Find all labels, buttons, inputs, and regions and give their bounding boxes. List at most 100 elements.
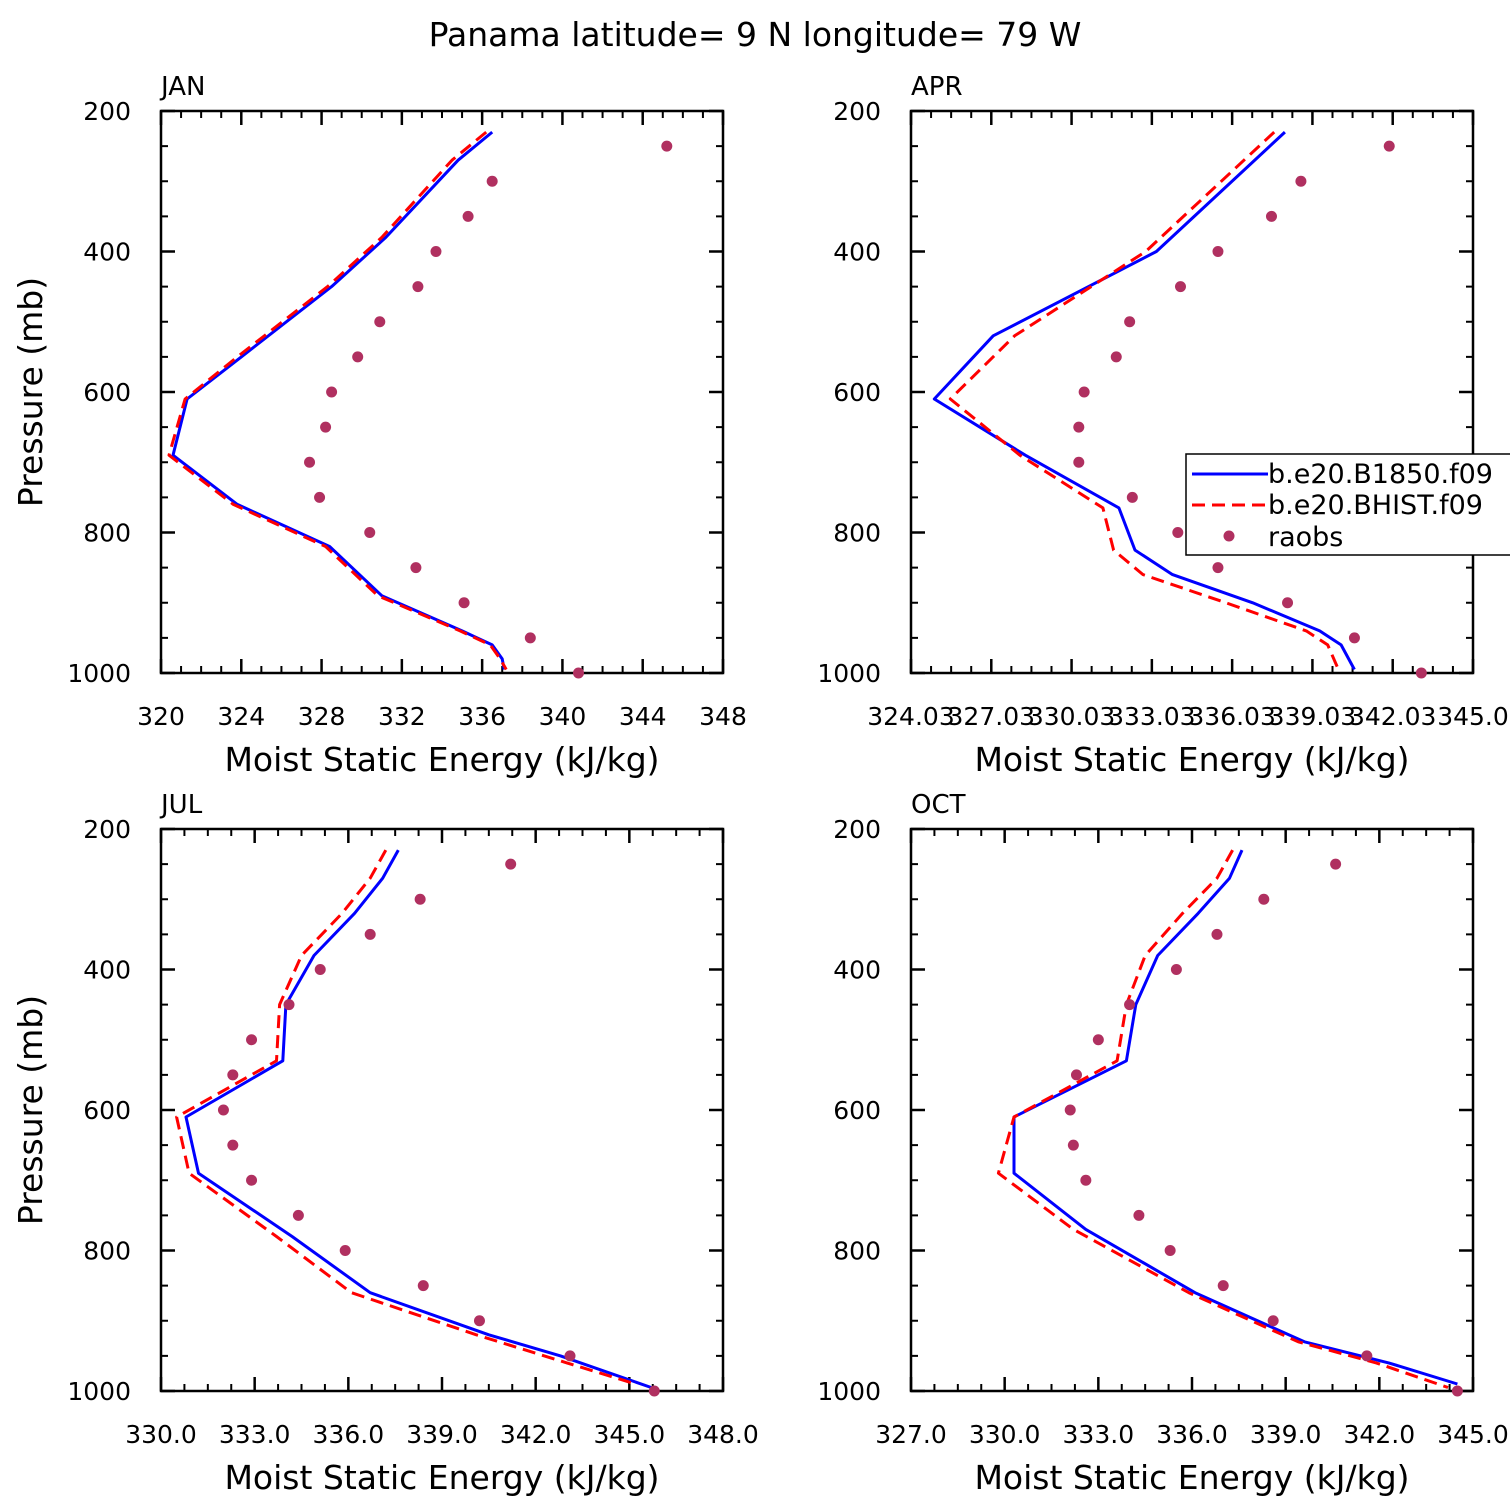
y-tick-label-apr: 200 bbox=[833, 97, 881, 126]
obs-point-jan bbox=[458, 597, 470, 609]
obs-point-apr bbox=[1110, 351, 1122, 363]
obs-point-oct bbox=[1330, 858, 1342, 870]
legend-swatch-obs bbox=[1223, 530, 1235, 542]
x-tick-label-jan: 324 bbox=[217, 702, 265, 731]
obs-point-oct bbox=[1124, 999, 1136, 1011]
panel-apr: APR324.03327.03330.03333.03336.03339.033… bbox=[817, 72, 1508, 779]
obs-point-apr bbox=[1078, 386, 1090, 398]
panels: JAN 320 324 328 332 336 340 344 348 200 400 600 800 1… bbox=[11, 72, 1509, 1497]
obs-point-oct bbox=[1070, 1069, 1082, 1081]
y-tick-label-apr: 1000 bbox=[817, 659, 881, 688]
obs-point-jan bbox=[412, 281, 424, 293]
obs-point-apr bbox=[1295, 175, 1307, 187]
x-axis-title-jan: Moist Static Energy (kJ/kg) bbox=[224, 740, 659, 779]
x-tick-label-jan: 344 bbox=[619, 702, 667, 731]
plot-frame-jul bbox=[159, 827, 725, 1393]
obs-point-apr bbox=[1073, 421, 1085, 433]
obs-point-jul bbox=[314, 964, 326, 975]
x-tick-label-apr: 333.03 bbox=[1108, 702, 1195, 731]
series-line-model1-oct bbox=[1012, 849, 1458, 1386]
obs-point-jul bbox=[339, 1245, 351, 1256]
obs-point-jul bbox=[217, 1104, 229, 1116]
panel-label-oct: OCT bbox=[911, 790, 966, 820]
obs-point-oct bbox=[1080, 1174, 1092, 1186]
obs-point-apr bbox=[1212, 246, 1224, 257]
y-tick-label-apr: 800 bbox=[833, 519, 881, 548]
y-tick-label-oct: 1000 bbox=[817, 1377, 881, 1406]
y-tick-label-oct: 200 bbox=[833, 815, 881, 844]
panel-label-jul: JUL bbox=[159, 790, 203, 820]
obs-point-jan bbox=[524, 632, 536, 644]
obs-point-jan bbox=[572, 667, 584, 679]
y-tick-label-jan: 800 bbox=[83, 519, 131, 548]
x-tick-label-jan: 336 bbox=[458, 702, 506, 731]
y-tick-label-jul: 200 bbox=[83, 815, 131, 844]
y-axis-title-jan: Pressure (mb) bbox=[11, 277, 50, 507]
y-tick-label-apr: 400 bbox=[833, 238, 881, 267]
obs-point-oct bbox=[1064, 1104, 1076, 1116]
y-tick-label-oct: 600 bbox=[833, 1096, 881, 1125]
legend-label-model2: b.e20.BHIST.f09 bbox=[1268, 490, 1483, 521]
obs-point-apr bbox=[1174, 281, 1186, 293]
x-tick-label-apr: 342.03 bbox=[1349, 702, 1436, 731]
obs-point-jan bbox=[410, 562, 422, 574]
x-axis-title-oct: Moist Static Energy (kJ/kg) bbox=[974, 1458, 1409, 1497]
series-line-model2-apr bbox=[948, 131, 1340, 671]
legend: b.e20.B1850.f09 b.e20.BHIST.f09 raobs bbox=[1185, 453, 1510, 556]
obs-point-jan bbox=[314, 491, 326, 503]
series-line-model2-jul bbox=[175, 849, 637, 1386]
panel-label-apr: APR bbox=[911, 72, 963, 102]
obs-point-oct bbox=[1361, 1350, 1373, 1362]
x-tick-label-apr: 336.03 bbox=[1188, 702, 1275, 731]
obs-point-oct bbox=[1133, 1209, 1145, 1221]
obs-point-jul bbox=[246, 1174, 258, 1186]
x-tick-label-jan: 320 bbox=[137, 702, 185, 731]
obs-point-jul bbox=[227, 1069, 239, 1081]
obs-point-oct bbox=[1217, 1280, 1229, 1292]
obs-point-oct bbox=[1092, 1034, 1104, 1046]
x-tick-label-apr: 339.03 bbox=[1269, 702, 1356, 731]
obs-point-apr bbox=[1212, 562, 1224, 574]
x-tick-label-oct: 342.0 bbox=[1344, 1420, 1416, 1449]
x-tick-label-jan: 328 bbox=[298, 702, 346, 731]
panel-oct: OCT 327.0 330.0 333.0 336.0 339.0 342.0 345.0 20… bbox=[817, 790, 1508, 1497]
obs-point-apr bbox=[1415, 667, 1427, 679]
obs-point-apr bbox=[1073, 456, 1085, 468]
y-tick-label-jan: 600 bbox=[83, 378, 131, 407]
x-tick-label-jul: 336.0 bbox=[313, 1420, 385, 1449]
obs-point-oct bbox=[1211, 928, 1223, 940]
x-tick-label-oct: 345.0 bbox=[1437, 1420, 1509, 1449]
obs-point-jan bbox=[352, 351, 364, 363]
obs-point-apr bbox=[1172, 527, 1184, 538]
x-tick-label-jul: 339.0 bbox=[406, 1420, 478, 1449]
plot-frame-oct bbox=[909, 827, 1475, 1393]
panel-jan: JAN 320 324 328 332 336 340 344 348 200 400 600 800 1… bbox=[11, 72, 747, 779]
obs-point-apr bbox=[1282, 597, 1294, 609]
obs-point-jan bbox=[304, 456, 316, 468]
obs-point-jul bbox=[505, 858, 517, 870]
obs-point-jul bbox=[417, 1280, 429, 1292]
obs-point-jan bbox=[462, 210, 474, 222]
obs-point-jan bbox=[430, 246, 442, 257]
y-tick-label-jan: 1000 bbox=[67, 659, 131, 688]
series-line-model1-jan bbox=[171, 130, 506, 670]
x-tick-label-oct: 339.0 bbox=[1250, 1420, 1322, 1449]
x-tick-label-jul: 330.0 bbox=[125, 1420, 197, 1449]
obs-point-apr bbox=[1124, 316, 1136, 328]
obs-point-jul bbox=[414, 893, 426, 905]
obs-point-jul bbox=[648, 1385, 660, 1397]
obs-point-oct bbox=[1258, 893, 1270, 905]
x-tick-label-apr: 327.03 bbox=[948, 702, 1035, 731]
obs-point-jul bbox=[246, 1034, 258, 1046]
y-tick-label-oct: 400 bbox=[833, 956, 881, 985]
obs-point-jul bbox=[227, 1139, 239, 1151]
series-line-model2-jan bbox=[167, 130, 508, 671]
x-tick-label-oct: 330.0 bbox=[969, 1420, 1041, 1449]
obs-point-jan bbox=[320, 421, 332, 433]
series-line-model2-oct bbox=[996, 849, 1449, 1389]
y-tick-label-oct: 800 bbox=[833, 1237, 881, 1266]
x-tick-label-jan: 340 bbox=[539, 702, 587, 731]
legend-label-model1: b.e20.B1850.f09 bbox=[1268, 459, 1493, 490]
figure-title: Panama latitude= 9 N longitude= 79 W bbox=[429, 15, 1082, 54]
